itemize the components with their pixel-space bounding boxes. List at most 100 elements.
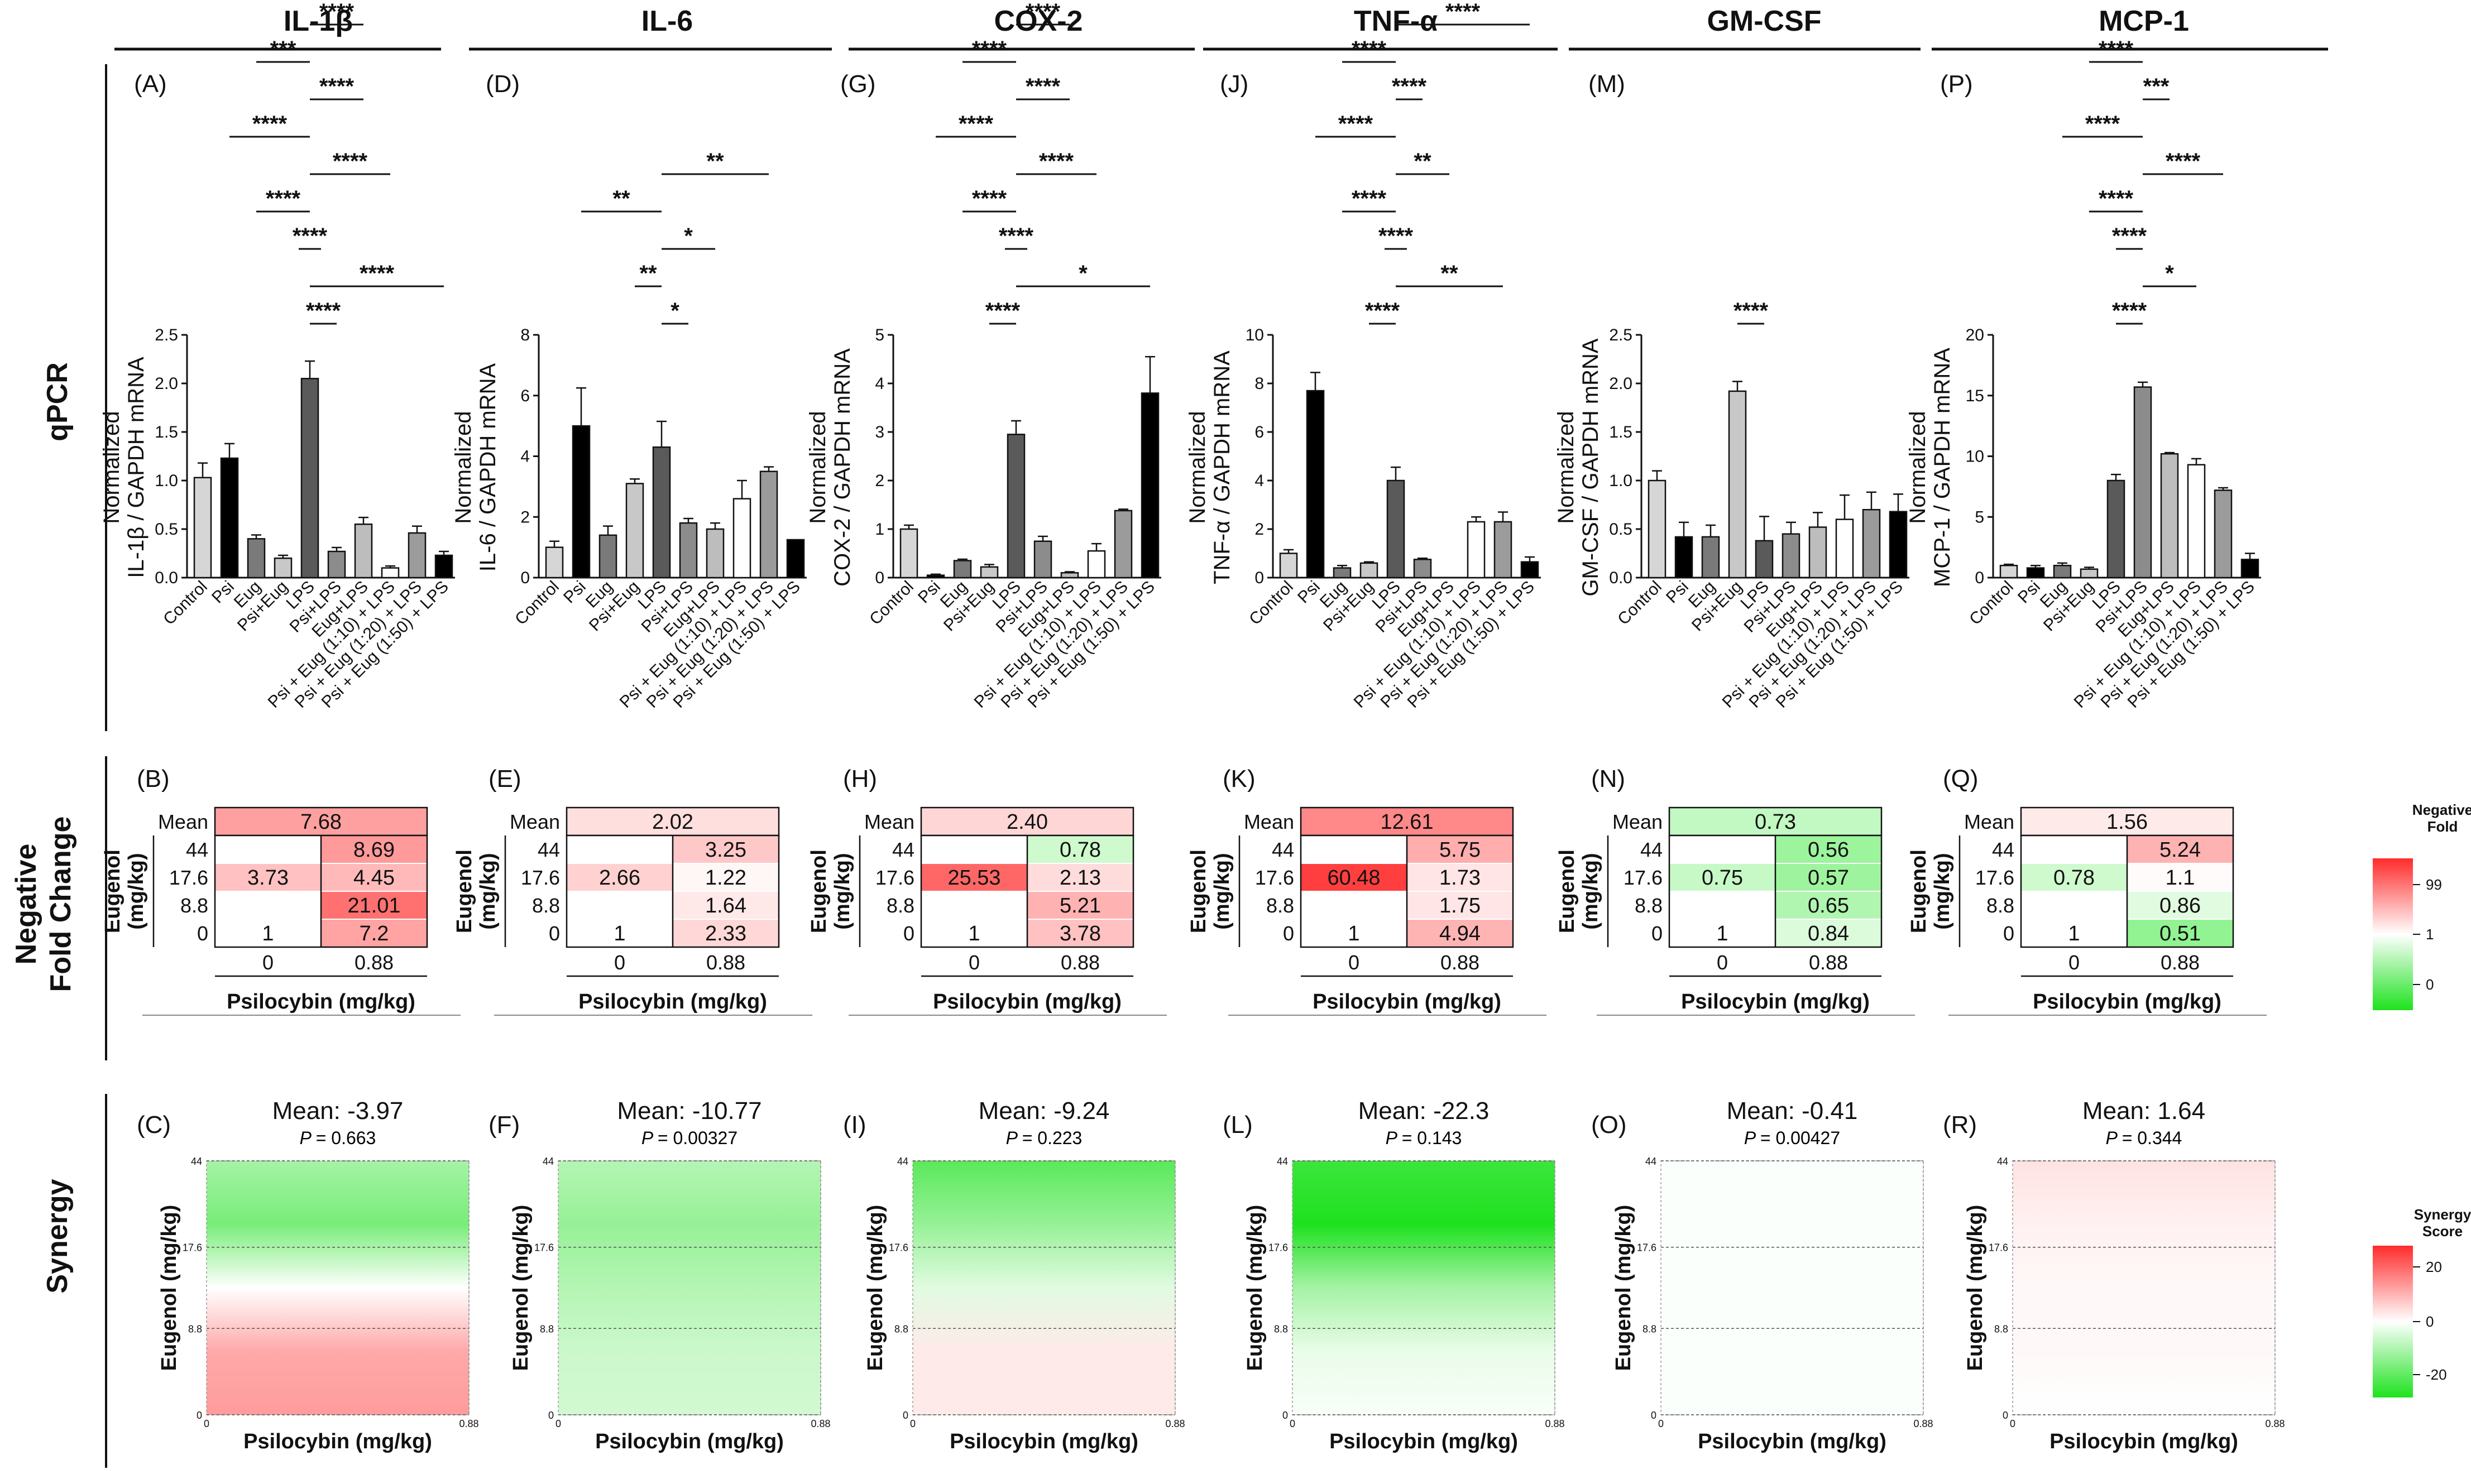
heatmap-cell-value: 3.25 <box>705 838 746 862</box>
bar <box>2187 464 2206 579</box>
significance-label: **** <box>1338 112 1373 136</box>
heatmap-cell <box>1028 864 1133 891</box>
heatmap-row-label: 17.6 <box>169 866 208 889</box>
panel-label: (N) <box>1591 765 1625 793</box>
synergy-x-tick: 0.88 <box>1913 1418 1933 1429</box>
heatmap-col-label: 0.88 <box>1440 951 1479 974</box>
heatmap-row-label: 8.8 <box>532 894 560 917</box>
bar <box>1333 567 1352 579</box>
significance-label: **** <box>1026 0 1061 24</box>
synergy-surface <box>1660 1160 1924 1415</box>
synergy-y-title: Eugenol (mg/kg) <box>1612 1205 1635 1371</box>
heatmap-y-title: (mg/kg) <box>124 853 148 929</box>
heatmap-cell-value: 25.53 <box>947 866 1000 890</box>
synergy-y-tick: 0 <box>1651 1410 1656 1421</box>
y-tick-label: 4 <box>520 448 530 466</box>
bar <box>2053 565 2072 579</box>
heatmap-y-title-group: Eugenol (mg/kg) <box>101 849 148 933</box>
bar <box>652 446 671 579</box>
heatmap-cell-value: 1 <box>2068 922 2080 945</box>
synergy-legend-tick-label: 0 <box>2426 1313 2434 1330</box>
heatmap-row-label: 0 <box>197 922 208 945</box>
significance-label: **** <box>972 186 1007 211</box>
heatmap-y-title-group: Eugenol (mg/kg) <box>453 849 500 933</box>
synergy-y-tick: 44 <box>543 1156 554 1167</box>
y-axis-title: IL-6 / GAPDH mRNA <box>476 363 500 571</box>
synergy-x-title: Psilocybin (mg/kg) <box>243 1430 432 1453</box>
synergy-y-tick: 17.6 <box>1637 1242 1656 1254</box>
synergy-y-tick: 44 <box>1645 1156 1656 1167</box>
synergy-legend-tick-label: 20 <box>2426 1259 2442 1275</box>
heatmap-cell <box>322 864 427 891</box>
significance-label: ** <box>706 149 724 174</box>
panel-label: (L) <box>1223 1111 1253 1139</box>
heatmap-cell-value: 3.73 <box>247 866 289 890</box>
heatmap-row-label: 17.6 <box>875 866 914 889</box>
heatmap-row-label: 44 <box>1992 838 2014 861</box>
bar <box>1413 559 1432 579</box>
significance-label: **** <box>1039 149 1074 174</box>
heatmap-row-label: 8.8 <box>887 894 914 917</box>
y-axis-title: Normalized <box>1554 411 1578 524</box>
synergy-y-tick: 44 <box>1277 1156 1288 1167</box>
synergy-p-value: P = 0.143 <box>1386 1128 1462 1148</box>
heatmap-cell <box>1301 864 1406 891</box>
heatmap-cell-value: 1.1 <box>2166 866 2195 890</box>
synergy-y-tick: 8.8 <box>188 1323 202 1334</box>
bar <box>598 534 617 579</box>
x-tick-label: Psi <box>560 578 590 607</box>
heatmap-cell-value: 1 <box>968 922 980 945</box>
heatmap-cell <box>673 920 778 947</box>
y-tick-label: 6 <box>520 387 530 405</box>
bar-chart-0: (A) 0.0 0.5 1.0 1.5 2.0 2.5 Normalized IL-1β / G… <box>99 0 455 712</box>
synergy-p-symbol: P <box>1006 1128 1022 1148</box>
synergy-y-title: Eugenol (mg/kg) <box>157 1205 181 1371</box>
y-tick-label: 1 <box>875 520 884 539</box>
y-axis-title: Normalized <box>1905 411 1930 524</box>
heatmap-y-title: Eugenol <box>807 849 831 933</box>
y-tick-label: 10 <box>1966 448 1984 466</box>
heatmap-y-title: (mg/kg) <box>1931 853 1954 929</box>
heatmap-cell-value: 1.75 <box>1439 894 1481 918</box>
bar <box>1782 533 1800 579</box>
panel-label: (C) <box>137 1111 171 1139</box>
panel-label: (I) <box>843 1111 866 1139</box>
significance-label: **** <box>2085 112 2120 136</box>
y-axis-title-group: Normalized MCP-1 / GAPDH mRNA <box>1905 348 1955 587</box>
panel-label: (O) <box>1591 1111 1627 1139</box>
synergy-surface <box>2012 1160 2276 1415</box>
significance-label: **** <box>252 112 288 136</box>
significance-label: **** <box>360 261 395 286</box>
heatmap-cell-value: 60.48 <box>1327 866 1380 890</box>
synergy-x-tick: 0.88 <box>1545 1418 1564 1429</box>
heatmap-row-label: Mean <box>510 810 560 833</box>
synergy-y-tick: 17.6 <box>534 1242 554 1254</box>
synergy-x-tick: 0.88 <box>811 1418 830 1429</box>
heatmap-row-label: 0 <box>1283 922 1294 945</box>
heatmap-mean-value: 2.40 <box>1007 810 1048 834</box>
heatmap-col-label: 0.88 <box>1061 951 1100 974</box>
heatmap-mean-value: 2.02 <box>652 810 693 834</box>
synergy-x-tick: 0.88 <box>459 1418 478 1429</box>
synergy-y-title: Eugenol (mg/kg) <box>864 1205 887 1371</box>
synergy-y-tick: 0 <box>903 1410 908 1421</box>
heatmap-cell-value: 3.78 <box>1060 922 1101 945</box>
heatmap-mean-cell <box>1668 806 1883 837</box>
heatmap-cell-value: 1 <box>262 922 274 945</box>
x-tick-label: Control <box>1966 578 2017 629</box>
bar <box>2026 567 2045 579</box>
column-header-0: IL-1β <box>284 5 353 37</box>
synergy-legend-tick-label: -20 <box>2426 1366 2447 1383</box>
synergy-p-text: = 0.663 <box>316 1128 376 1148</box>
significance-label: **** <box>972 37 1007 61</box>
panel-label: (G) <box>840 70 876 98</box>
significance-label: **** <box>333 149 368 174</box>
y-tick-label: 8 <box>1254 374 1264 393</box>
heatmap-cell-value: 0.78 <box>2053 866 2095 890</box>
heatmap-y-title: Eugenol <box>453 849 476 933</box>
y-axis-title: TNF-α / GAPDH mRNA <box>1210 350 1234 584</box>
bar <box>759 470 778 579</box>
synergy-mean: Mean: 1.64 <box>2082 1097 2205 1125</box>
bar <box>1728 390 1747 579</box>
